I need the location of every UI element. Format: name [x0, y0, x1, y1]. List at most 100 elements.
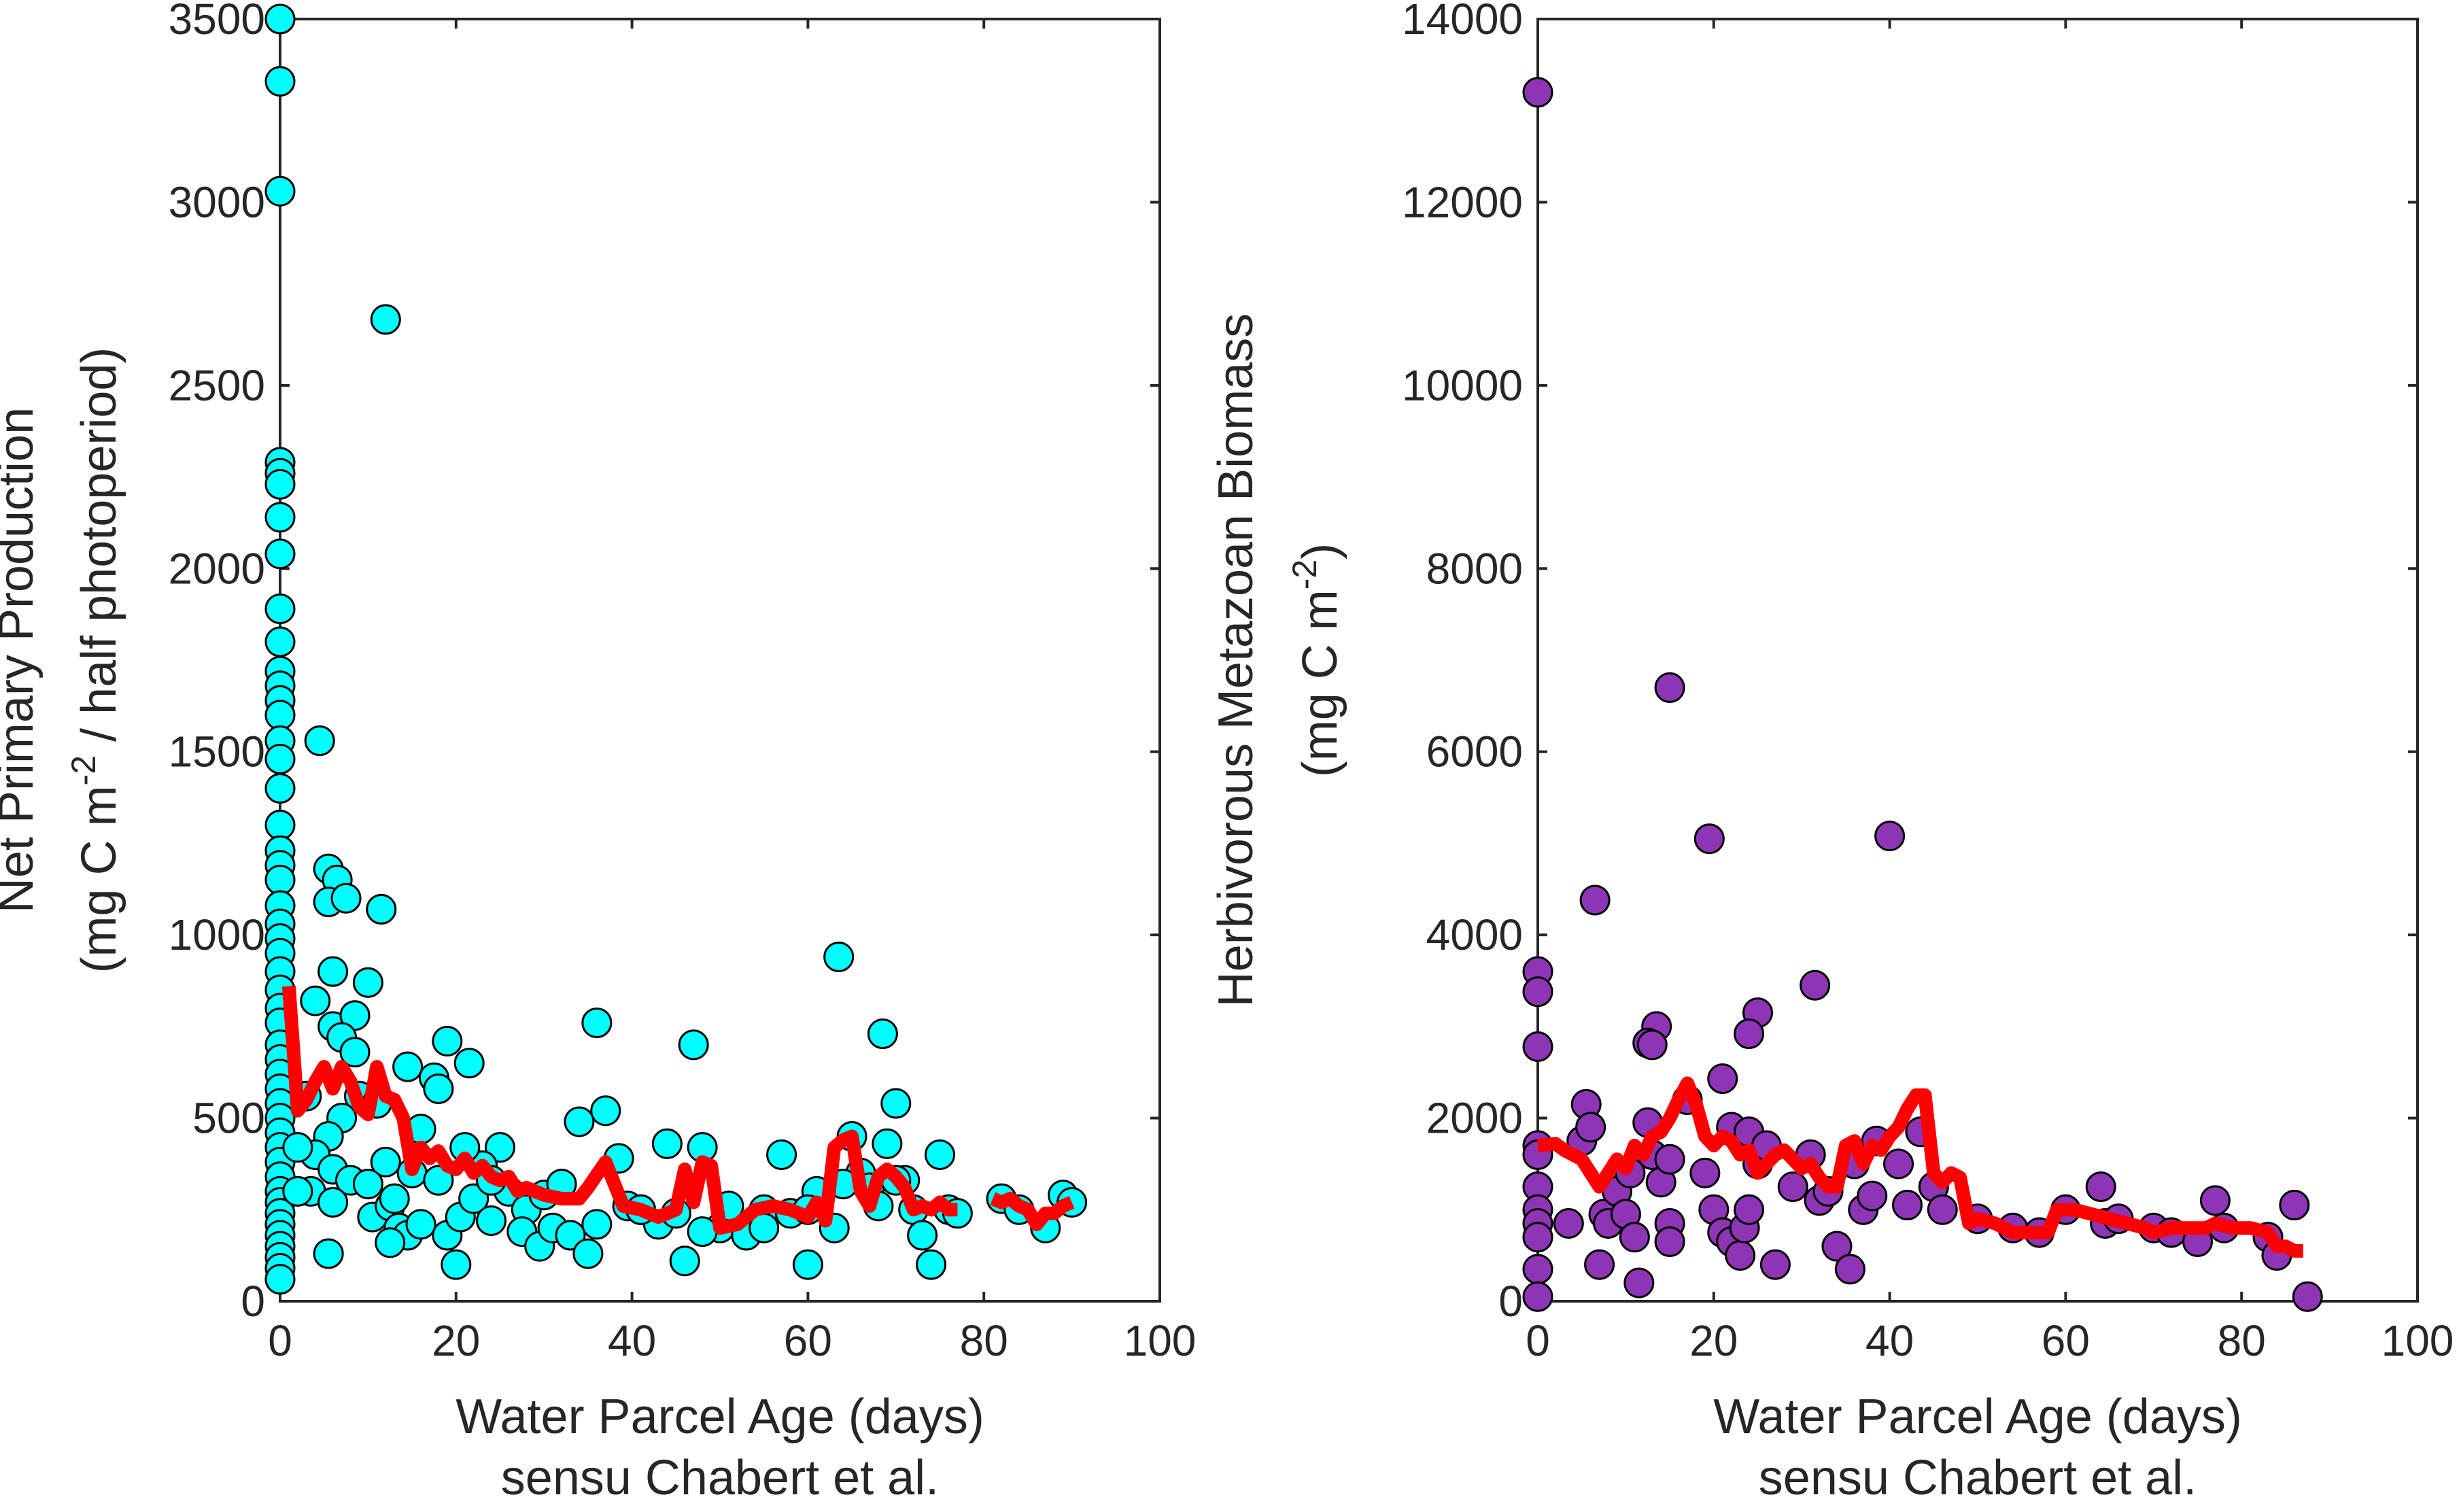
data-point [1834, 1254, 1865, 1285]
data-point [317, 1187, 349, 1218]
data-point [1857, 1180, 1888, 1212]
data-point [264, 809, 296, 840]
data-point [264, 66, 296, 97]
axes-frame [1536, 18, 2419, 1303]
data-point [2085, 1171, 2116, 1203]
data-point [2279, 1190, 2310, 1221]
y-axis-units-exponent: -2 [65, 755, 103, 785]
y-tick-label: 1500 [169, 727, 265, 776]
npp-panel: 0 20 40 60 80 1000500100015002000250030003500… [0, 0, 1196, 1505]
data-point [264, 1264, 296, 1295]
data-point [264, 700, 296, 731]
data-point [1689, 1157, 1721, 1188]
data-point [264, 594, 296, 625]
data-point [916, 1249, 947, 1280]
data-point [282, 1132, 313, 1163]
y-tick-label: 0 [1498, 1277, 1523, 1326]
x-tick-label: 100 [2381, 1316, 2454, 1365]
data-point [1636, 1029, 1668, 1061]
data-point [581, 1209, 613, 1240]
x-tick-label: 0 [268, 1316, 292, 1365]
x-axis-sublabel: sensu Chabert et al. [501, 1451, 939, 1505]
data-point [564, 1106, 595, 1137]
data-point [823, 941, 855, 972]
data-point [572, 1238, 604, 1269]
data-point [375, 1227, 406, 1258]
data-point [907, 1220, 938, 1251]
data-point [2292, 1281, 2323, 1312]
data-point [792, 1249, 823, 1280]
y-axis-label: Net Primary Production [0, 407, 44, 913]
data-point [1725, 1240, 1756, 1271]
data-point [264, 468, 296, 500]
y-tick-label: 0 [241, 1277, 265, 1326]
x-axis-label: Water Parcel Age (days) [1713, 1390, 2242, 1444]
y-tick-label: 2500 [169, 361, 265, 410]
data-point [264, 743, 296, 774]
data-point [1553, 1207, 1584, 1239]
y-tick-label: 10000 [1402, 361, 1523, 410]
x-tick-label: 40 [1865, 1316, 1914, 1365]
data-point [1734, 1018, 1765, 1050]
y-tick-label: 4000 [1426, 910, 1523, 959]
data-point [1522, 1031, 1553, 1062]
data-point [1693, 823, 1725, 855]
data-point [1522, 1222, 1553, 1253]
data-point [264, 502, 296, 533]
x-tick-label: 100 [1124, 1316, 1197, 1365]
y-axis-units-exponent: -2 [1286, 560, 1324, 589]
data-point [1654, 1226, 1685, 1257]
data-point [1707, 1063, 1738, 1095]
data-point [1619, 1222, 1650, 1253]
data-point [1654, 672, 1685, 703]
data-point [264, 3, 296, 35]
data-point [1584, 1249, 1615, 1280]
x-axis-sublabel: sensu Chabert et al. [1759, 1451, 2197, 1505]
data-point [264, 773, 296, 804]
data-point [476, 1205, 507, 1236]
x-tick-label: 20 [432, 1316, 480, 1365]
x-tick-label: 60 [2042, 1316, 2090, 1365]
data-point [264, 626, 296, 657]
data-point [366, 893, 397, 925]
data-point [485, 1132, 515, 1163]
data-point [458, 1183, 489, 1214]
y-tick-label: 2000 [169, 544, 265, 593]
data-point [1623, 1267, 1655, 1299]
data-point [370, 1146, 401, 1178]
data-point [392, 1051, 424, 1082]
y-tick-label: 2000 [1426, 1094, 1523, 1143]
biomass-panel: 0 20 40 60 80 100 0 2000 4000 6000 8000 10000 12000 1… [1209, 0, 2454, 1505]
y-tick-label: 6000 [1426, 727, 1523, 776]
data-point [1522, 976, 1553, 1008]
x-axis-label: Water Parcel Age (days) [455, 1390, 984, 1444]
y-tick-label: 14000 [1402, 0, 1523, 44]
data-point [379, 1183, 410, 1214]
y-tick-label: 1000 [169, 910, 265, 959]
data-point [432, 1025, 463, 1056]
data-point [1654, 1144, 1685, 1175]
data-point [1874, 821, 1906, 852]
y-axis-label: Herbivorous Metazoan Biomass [1209, 313, 1263, 1007]
y-axis-units-part: / half photoperiod) [72, 347, 126, 755]
data-point [352, 1169, 383, 1200]
x-tick-label: 80 [2218, 1316, 2266, 1365]
data-point [581, 1007, 613, 1038]
data-point [1821, 1231, 1853, 1262]
data-point [304, 725, 335, 757]
y-tick-label: 8000 [1426, 544, 1523, 593]
data-point [423, 1165, 454, 1196]
data-point [352, 967, 383, 998]
x-tick-label: 80 [960, 1316, 1008, 1365]
data-point [300, 985, 331, 1016]
data-point [282, 1175, 313, 1207]
data-point [317, 956, 349, 987]
trend-line [990, 1192, 1075, 1231]
data-point [872, 1128, 903, 1159]
y-axis-units-part: (mg C m [72, 785, 126, 973]
data-point [405, 1209, 436, 1240]
y-axis-units-part: ) [1293, 543, 1347, 560]
data-point [1579, 884, 1611, 916]
data-point [651, 1128, 683, 1159]
